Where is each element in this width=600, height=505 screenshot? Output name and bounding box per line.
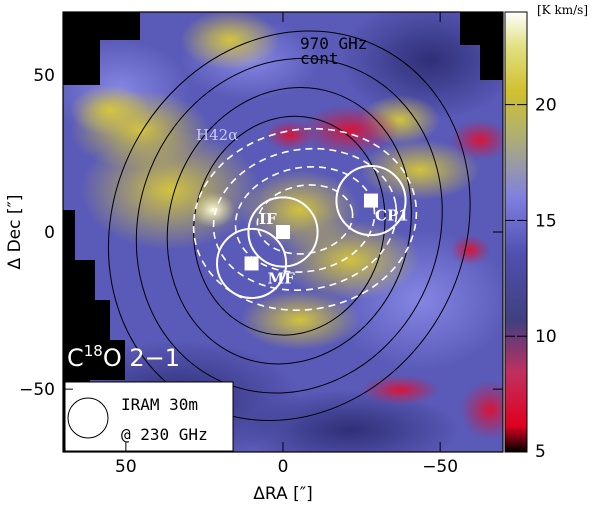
- x-tick-label: 50: [115, 457, 137, 477]
- colorbar-tick-label: 20: [535, 96, 557, 116]
- intensity-region: [180, 12, 280, 70]
- position-label-mf: MF: [268, 269, 296, 287]
- beam-legend-line1: IRAM 30m: [121, 395, 198, 414]
- h42a-contour: [212, 147, 398, 291]
- y-axis-ticks: 50 0 −50: [19, 66, 503, 400]
- y-tick-label: −50: [19, 380, 55, 400]
- position-label-cp1: CP1: [375, 207, 409, 225]
- intensity-region: [240, 390, 460, 452]
- map-species-label: C18O 2−1: [67, 342, 180, 372]
- intensity-region: [265, 120, 315, 150]
- beam-circle-mf: [216, 227, 288, 299]
- intensity-region: [240, 290, 360, 350]
- position-marker-mf: [244, 256, 259, 271]
- h42a-contour: [192, 127, 418, 311]
- continuum-contour: [166, 86, 412, 365]
- intensity-region: [450, 235, 490, 265]
- position-label-if: IF: [259, 210, 277, 228]
- beam-circle-if: [247, 196, 319, 268]
- contour-label-cont: cont: [300, 49, 339, 68]
- intensity-region: [300, 105, 400, 155]
- intensity-region: [80, 130, 260, 250]
- beam-legend: IRAM 30m @ 230 GHz: [64, 381, 234, 452]
- colorbar-ticks: 5 10 15 20: [505, 96, 557, 462]
- beam-circles: [216, 165, 407, 299]
- blank-region: [63, 12, 140, 85]
- intensity-region: [450, 120, 503, 160]
- position-markers: IF MF CP1: [244, 193, 409, 287]
- y-axis-title: Δ Dec [″]: [5, 195, 25, 270]
- colorbar-tick-label: 15: [535, 211, 557, 231]
- y-tick-label: 50: [33, 66, 55, 86]
- colorbar-tick-label: 5: [535, 442, 546, 462]
- heatmap-area: IF MF CP1: [63, 12, 503, 452]
- colorbar: 5 10 15 20 [K km/s]: [504, 3, 588, 462]
- intensity-region: [360, 375, 440, 405]
- x-tick-label: 0: [278, 457, 289, 477]
- beam-legend-circle: [67, 397, 109, 439]
- colorbar-unit: [K km/s]: [537, 3, 588, 17]
- x-axis-title: ΔRA [″]: [253, 484, 312, 504]
- beam-legend-line2: @ 230 GHz: [121, 425, 208, 444]
- beam-legend-box: [64, 381, 234, 452]
- intensity-region: [360, 140, 480, 200]
- intensity-region: [460, 380, 503, 440]
- blank-region: [460, 12, 503, 80]
- h42a-label: H42α: [196, 126, 238, 144]
- intensity-region: [191, 192, 235, 228]
- x-tick-label: −50: [422, 457, 458, 477]
- x-axis-ticks: 50 0 −50: [115, 12, 458, 477]
- intensity-region: [70, 85, 150, 135]
- contour-label-970ghz: 970 GHz: [300, 34, 367, 53]
- intensity-region: [280, 220, 420, 300]
- colorbar-tick-label: 10: [535, 327, 557, 347]
- blank-region: [63, 210, 125, 380]
- beam-circle-cp1: [335, 165, 407, 237]
- position-marker-if: [276, 225, 290, 239]
- position-marker-cp1: [364, 193, 378, 208]
- colorbar-gradient: [504, 11, 528, 453]
- y-tick-label: 0: [44, 223, 55, 243]
